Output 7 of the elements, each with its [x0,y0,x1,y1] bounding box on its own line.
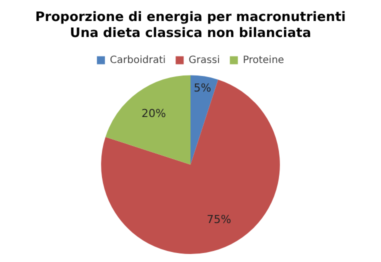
data-label: 75% [206,213,232,226]
data-label: 5% [194,82,212,95]
legend-label: Grassi [188,54,220,66]
chart-title: Proporzione di energia per macronutrienti Una dieta classica non bilanciata [35,10,346,41]
legend-label: Proteine [242,54,284,66]
data-label: 20% [141,106,166,120]
legend-label: Carboidrati [110,54,166,66]
